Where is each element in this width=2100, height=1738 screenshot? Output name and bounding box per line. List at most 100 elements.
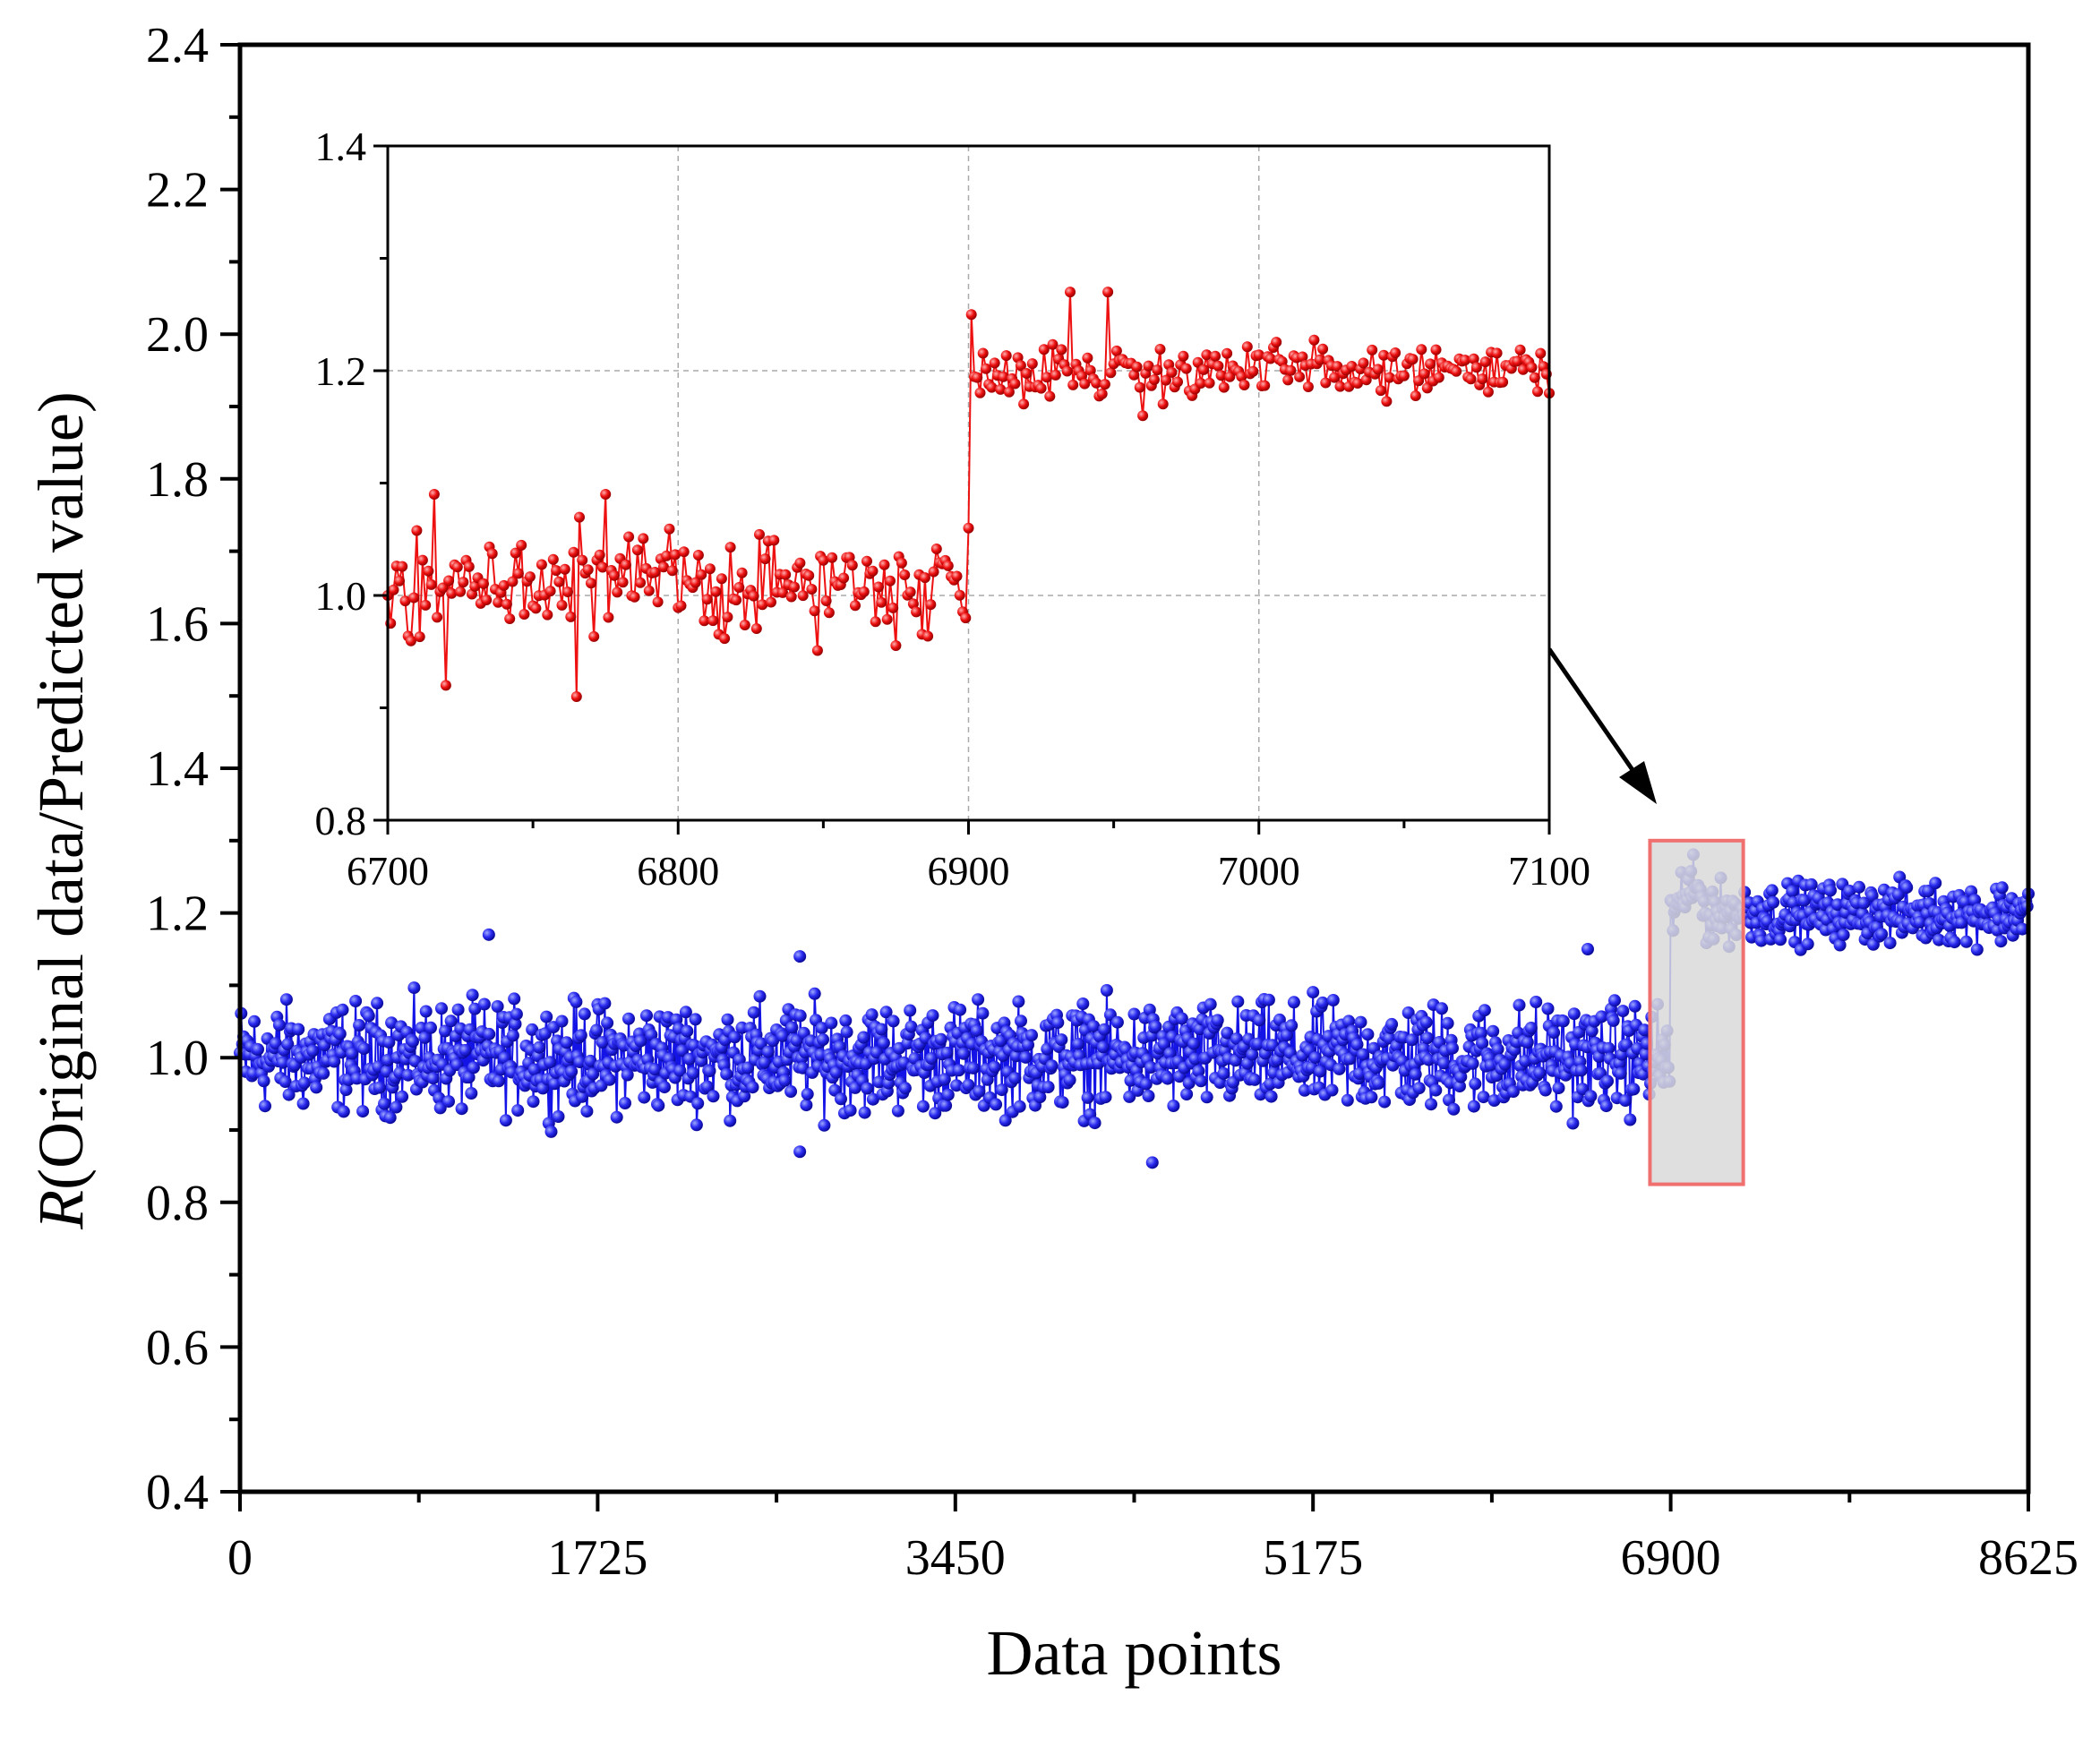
main-data-point [296, 1097, 310, 1110]
inset-data-point [739, 620, 750, 630]
inset-y-tick-label: 1.2 [315, 348, 367, 394]
inset-data-point [942, 560, 954, 571]
main-data-point [1422, 1053, 1436, 1066]
inset-data-point [1152, 364, 1163, 376]
inset-data-point [414, 631, 425, 643]
inset-data-point [1021, 368, 1033, 379]
main-data-point [1624, 1113, 1637, 1126]
main-data-point [574, 1029, 587, 1042]
main-data-point [801, 1087, 814, 1100]
main-data-point [1325, 1083, 1339, 1097]
inset-data-point [661, 550, 673, 561]
inset-x-tick-label: 7100 [1508, 848, 1590, 894]
main-data-point [526, 1023, 539, 1036]
inset-data-point [885, 575, 896, 586]
main-data-point [1436, 1002, 1448, 1015]
main-data-point [1607, 1014, 1620, 1027]
inset-data-point [493, 596, 504, 608]
inset-data-point [600, 489, 612, 500]
inset-data-point [620, 559, 631, 570]
main-data-point [1519, 1054, 1532, 1067]
inset-data-point [870, 616, 881, 628]
inset-data-point [722, 612, 733, 623]
inset-data-point [1294, 371, 1306, 382]
inset-data-point [1079, 378, 1091, 390]
main-data-point [1521, 1036, 1534, 1049]
main-data-point [499, 1114, 512, 1127]
inset-data-point [631, 544, 643, 556]
main-data-point [1865, 889, 1879, 903]
main-data-point [455, 1102, 468, 1116]
main-data-point [439, 1024, 451, 1038]
inset-data-point [1105, 367, 1117, 379]
main-data-point [1354, 1015, 1367, 1029]
inset-data-point [530, 603, 542, 614]
main-data-point [1429, 1083, 1443, 1097]
main-data-point [1498, 1057, 1512, 1071]
inset-x-axis: 6700 6800 6900 7000 7100 [347, 820, 1590, 894]
inset-data-point [536, 559, 547, 570]
main-data-point [1231, 995, 1245, 1008]
main-data-point [1372, 1076, 1385, 1090]
main-data-point [1824, 884, 1837, 897]
main-data-point [467, 1061, 480, 1074]
main-data-point [1025, 1029, 1038, 1042]
main-data-point [584, 1054, 597, 1067]
inset-data-point [692, 550, 704, 561]
inset-data-point [501, 598, 512, 610]
inset-data-point [797, 590, 809, 602]
main-data-point [390, 1100, 403, 1114]
main-data-point [865, 1008, 879, 1022]
main-data-point [1221, 1026, 1234, 1040]
main-data-point [707, 1090, 720, 1103]
inset-data-point [664, 523, 675, 535]
inset-data-point [998, 371, 1009, 382]
highlight-rectangle [1648, 838, 1745, 1186]
inset-data-point [405, 635, 416, 646]
main-data-point [1994, 935, 2008, 948]
main-data-point [1307, 986, 1320, 999]
main-data-point [269, 1037, 282, 1050]
main-data-point [339, 1083, 353, 1097]
main-data-point [875, 1023, 888, 1036]
y-tick-label: 1.6 [146, 596, 209, 652]
inset-data-point [399, 595, 411, 607]
main-data-point [925, 1052, 939, 1066]
inset-data-point [437, 582, 449, 594]
inset-data-point [951, 570, 963, 582]
main-data-point [297, 1076, 311, 1090]
inset-data-point [1102, 287, 1114, 298]
inset-data-point [1482, 386, 1494, 398]
main-data-point [1246, 1048, 1259, 1061]
main-data-point [1100, 984, 1113, 997]
main-data-point [1513, 998, 1526, 1012]
main-data-point [1576, 1083, 1590, 1096]
main-data-point [1487, 1094, 1501, 1107]
main-data-point [328, 1055, 341, 1068]
main-data-point [754, 1037, 767, 1050]
inset-data-point [1000, 350, 1012, 362]
main-data-point [506, 1029, 519, 1042]
inset-data-point [394, 575, 405, 586]
inset-data-point [690, 577, 701, 588]
main-data-point [778, 1074, 792, 1087]
inset-data-point [789, 581, 800, 593]
inset-data-point [1398, 370, 1410, 381]
main-data-point [587, 1067, 600, 1081]
inset-data-point [1236, 371, 1247, 382]
inset-data-point [1346, 361, 1358, 372]
main-data-point [872, 1075, 886, 1089]
inset-data-point [446, 587, 458, 599]
main-outlier-point [482, 928, 495, 941]
main-data-point [721, 1013, 734, 1026]
main-data-point [383, 1111, 397, 1125]
main-data-point [385, 1016, 399, 1030]
inset-data-point [1407, 354, 1419, 365]
main-data-point [1033, 1091, 1047, 1104]
main-data-point [418, 1031, 432, 1044]
inset-data-point [1264, 353, 1276, 364]
main-data-point [468, 1002, 482, 1015]
main-data-point [844, 1104, 857, 1117]
main-data-point [658, 1081, 671, 1094]
main-data-point [738, 1090, 751, 1103]
